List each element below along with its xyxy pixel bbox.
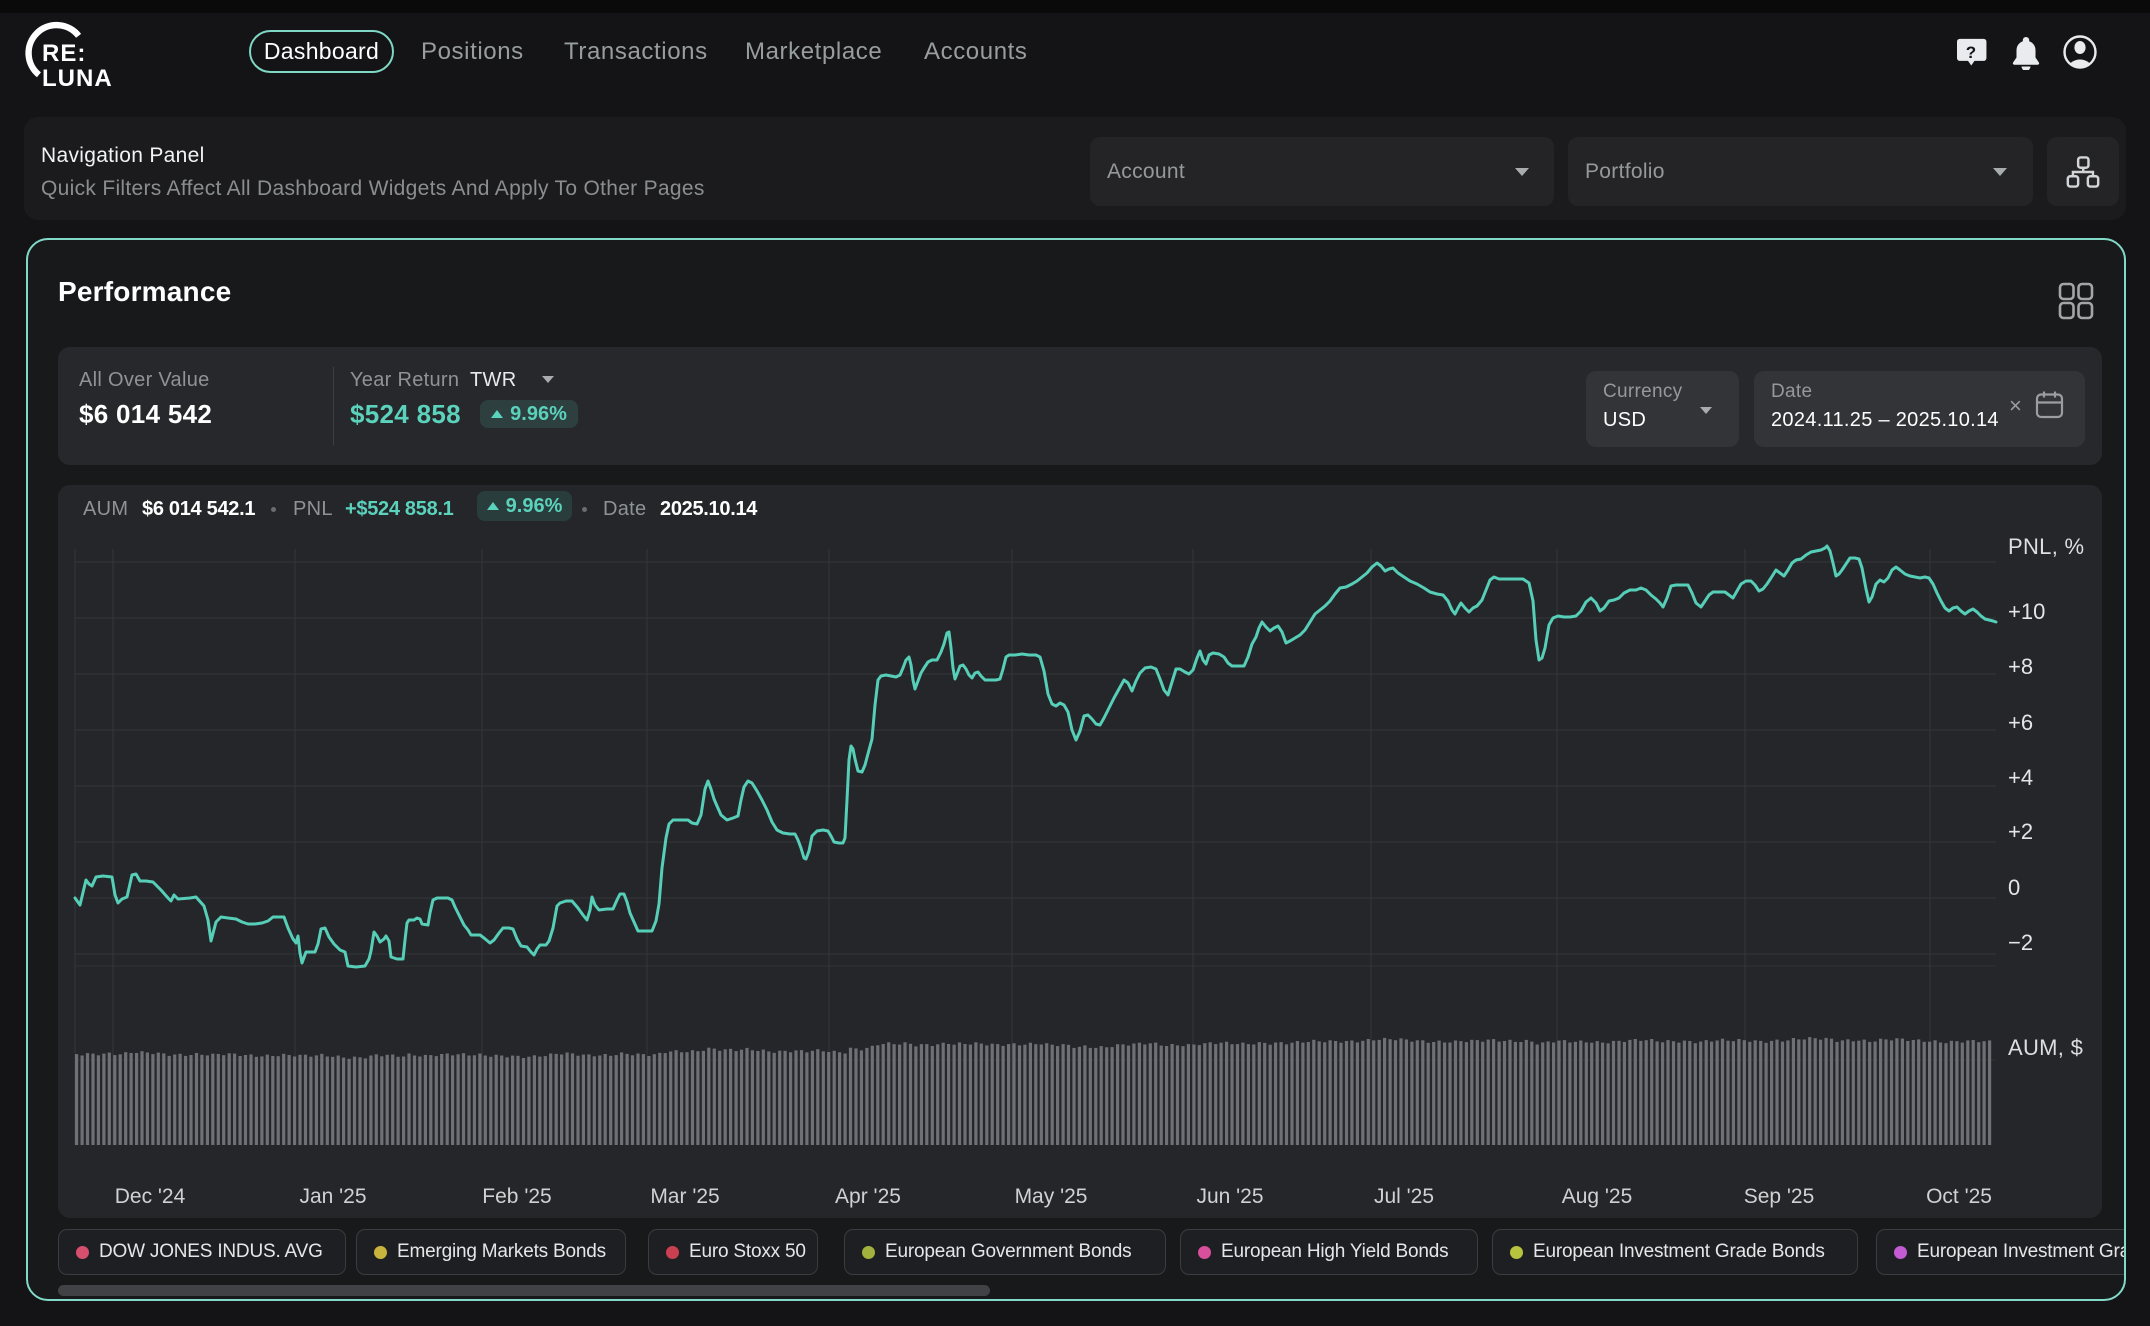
svg-text:?: ? — [1966, 43, 1976, 62]
svg-text:RE:: RE: — [42, 40, 86, 67]
svg-text:LUNA: LUNA — [42, 65, 113, 92]
